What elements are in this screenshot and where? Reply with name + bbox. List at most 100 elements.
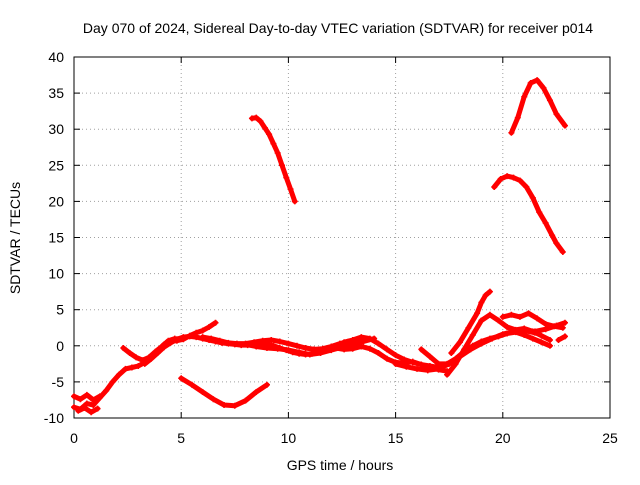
data-point [375,340,382,347]
data-point [148,355,155,362]
data-point [521,331,528,338]
data-point [278,162,285,169]
data-point [499,313,506,320]
data-point [409,359,416,366]
data-point [553,111,560,118]
data-point [71,404,77,411]
y-tick-label: 5 [56,302,64,318]
data-point [403,363,410,370]
data-point [495,317,502,324]
data-point [141,360,148,367]
data-point [259,337,266,344]
data-point [349,345,356,352]
data-point [199,327,206,334]
y-tick-label: 40 [48,49,64,65]
data-point [139,357,146,364]
data-point [366,335,373,342]
data-point [285,340,292,347]
y-tick-label: 15 [48,230,64,246]
series-arc-15 [531,319,568,335]
data-point [77,396,84,403]
data-point [525,310,532,317]
data-point [208,335,215,342]
data-point [401,356,408,363]
data-point [358,334,365,341]
y-axis-label: SDTVAR / TECUs [7,182,23,294]
data-point [448,350,455,357]
data-point [424,367,431,374]
data-point [561,122,568,129]
data-point [216,337,223,344]
x-tick-label: 10 [281,430,297,446]
data-point [349,337,356,344]
data-point [257,118,264,125]
series-arc-11 [418,329,553,367]
y-tick-label: 35 [48,85,64,101]
y-tick-label: -10 [44,410,64,426]
data-point [392,352,399,359]
data-point [426,353,433,360]
series-arc-19 [491,173,566,255]
series-arc-16 [555,333,568,344]
data-point [193,334,200,341]
y-tick-label: 20 [48,193,64,209]
data-point [180,334,187,341]
data-point [516,177,523,184]
data-point [452,360,459,367]
data-point [504,173,511,180]
data-point [212,319,219,326]
data-point [199,334,206,341]
data-point [561,319,568,326]
data-point [536,209,543,216]
data-point [444,371,451,378]
data-point [287,186,294,193]
data-point [90,402,97,409]
data-point [291,198,298,205]
data-point [392,360,399,367]
data-point [231,402,238,409]
data-point [508,129,515,136]
data-point [283,174,290,181]
data-point [126,350,133,357]
data-point [538,332,545,339]
x-axis-label: GPS time / hours [287,457,394,473]
data-point [83,391,90,398]
data-point [341,339,348,346]
data-point [274,345,281,352]
y-tick-label: 25 [48,157,64,173]
data-point [469,331,476,338]
data-point [253,114,260,121]
data-point [531,328,538,335]
data-point [486,288,493,295]
data-point [358,343,365,350]
data-point [478,317,485,324]
data-point [516,313,523,320]
data-point [456,339,463,346]
data-point [482,292,489,299]
data-point [293,342,300,349]
data-point [435,365,442,372]
data-point [302,344,309,351]
data-point [461,346,468,353]
data-point [178,375,185,382]
series-line [532,320,568,334]
y-tick-label: 0 [56,338,64,354]
data-point [418,361,425,368]
data-point [122,365,129,372]
data-point [474,310,481,317]
data-point [173,336,180,343]
data-point [486,335,493,342]
y-tick-label: 10 [48,266,64,282]
data-point [90,396,97,403]
data-point [465,324,472,331]
series-line [418,329,553,367]
data-point [546,97,553,104]
data-point [491,183,498,190]
data-point [510,174,517,181]
data-point [538,339,545,346]
y-tick-label: 30 [48,121,64,137]
data-point [274,150,281,157]
data-point [128,364,135,371]
